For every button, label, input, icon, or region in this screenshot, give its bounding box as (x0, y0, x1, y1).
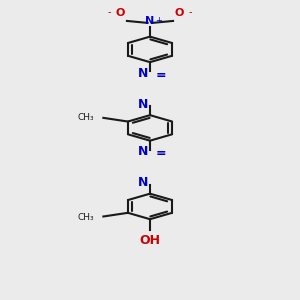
Text: O: O (175, 8, 184, 18)
Text: -: - (189, 8, 193, 18)
Text: N: N (146, 16, 154, 26)
Text: +: + (155, 16, 162, 25)
Text: OH: OH (140, 234, 160, 247)
Text: CH₃: CH₃ (78, 112, 94, 122)
Text: N: N (137, 67, 148, 80)
Text: N: N (137, 98, 148, 111)
Text: =: = (155, 147, 166, 160)
Text: N: N (137, 145, 148, 158)
Text: =: = (155, 69, 166, 82)
Text: CH₃: CH₃ (78, 213, 94, 222)
Text: -: - (107, 8, 111, 18)
Text: O: O (116, 8, 125, 18)
Text: N: N (137, 176, 148, 189)
